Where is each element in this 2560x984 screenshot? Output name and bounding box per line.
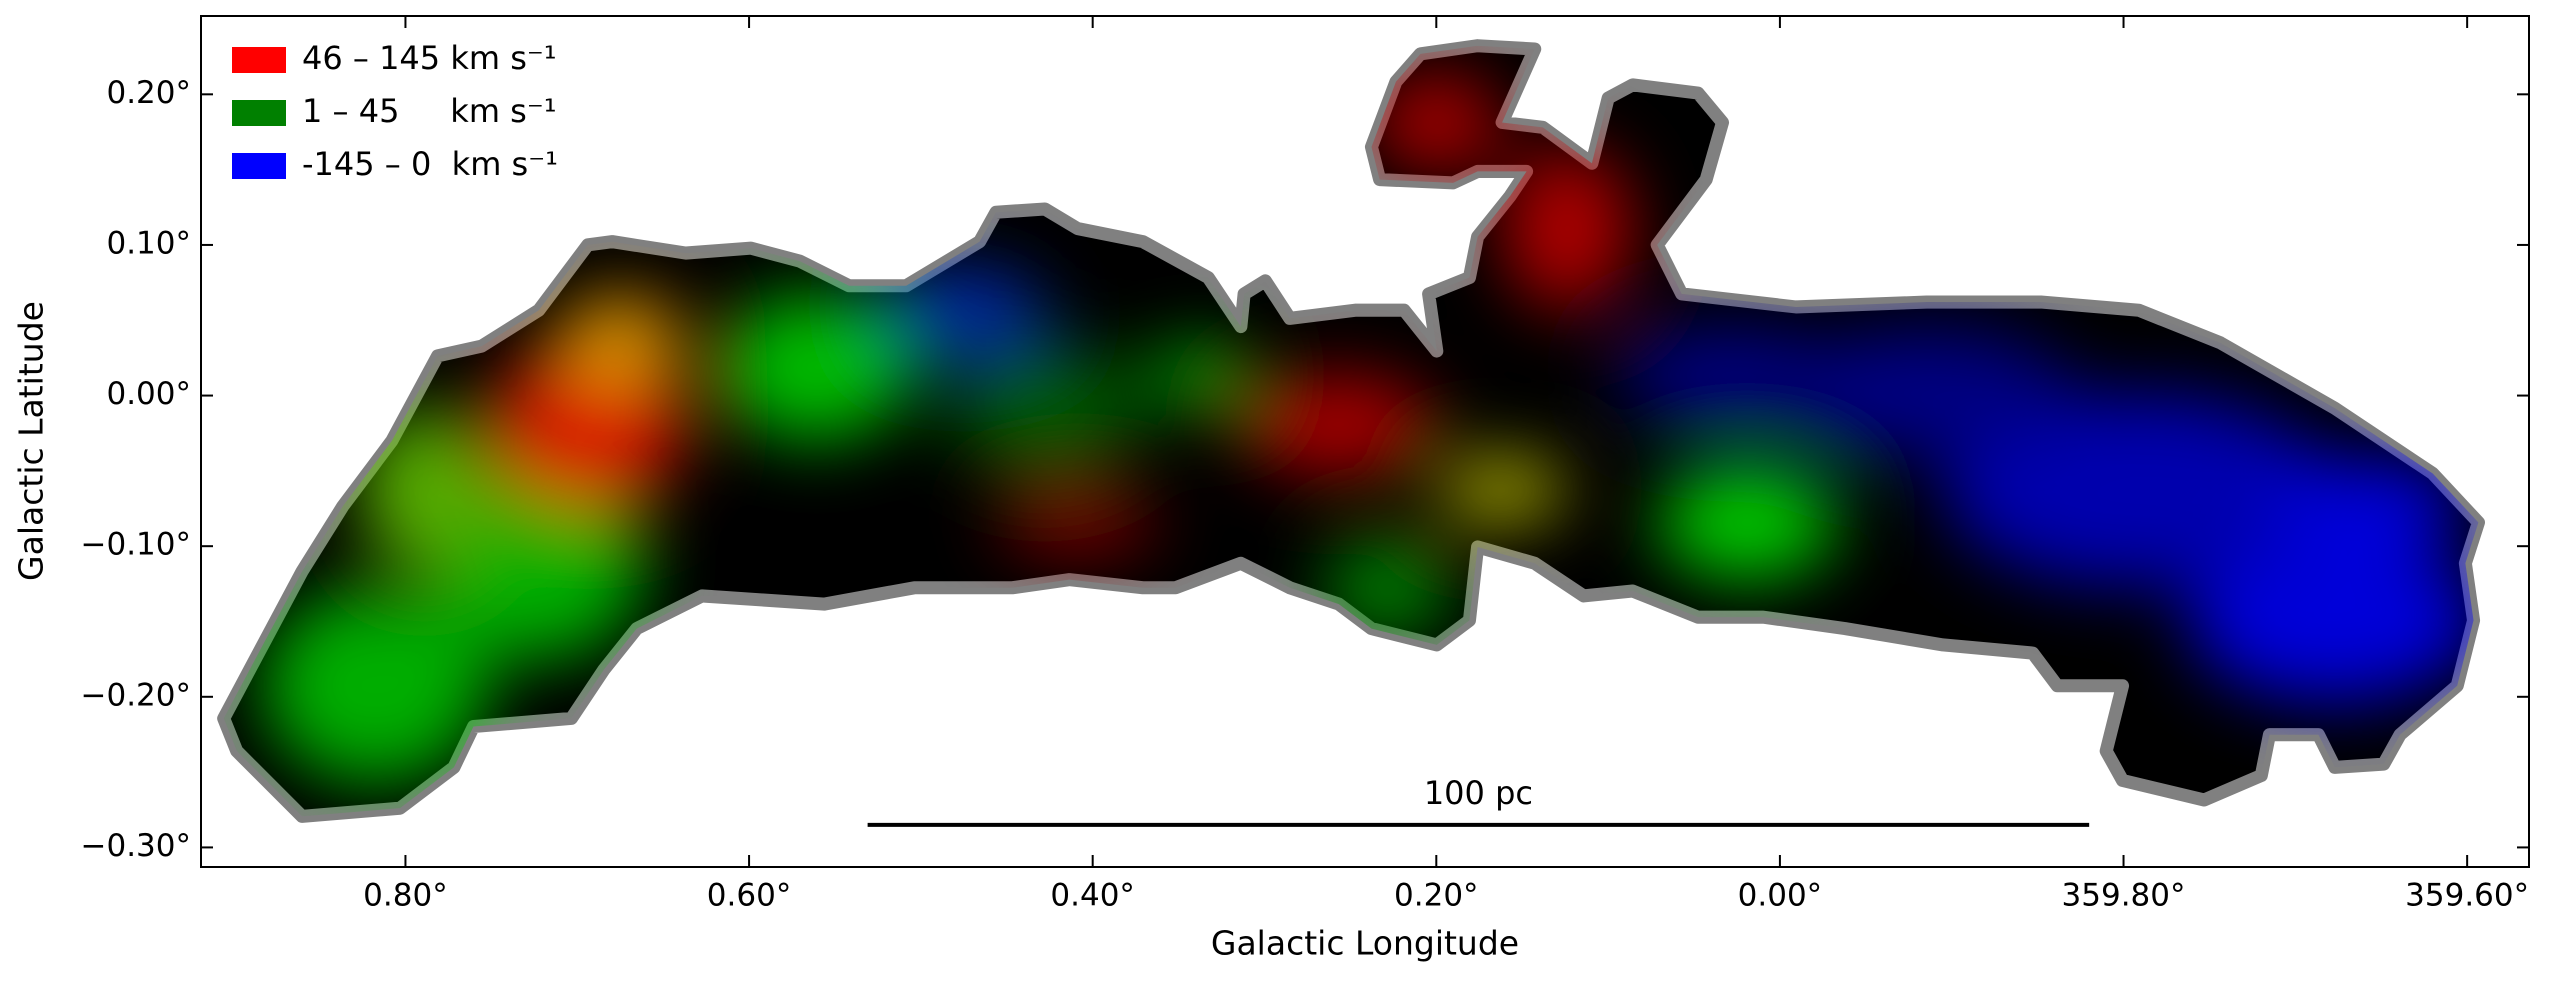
x-tick-label: 0.80° [363,878,448,914]
y-tick-label: −0.20° [81,677,192,713]
scale-bar-label: 100 pc [1424,774,1533,812]
legend-swatch [232,47,286,73]
legend-swatch [232,153,286,179]
x-tick-label: 0.20° [1394,878,1479,914]
legend-label: 46 – 145 km s⁻¹ [302,39,557,77]
x-axis-label: Galactic Longitude [1211,924,1519,963]
y-tick-label: 0.10° [106,225,191,261]
y-tick-label: 0.20° [106,75,191,111]
y-tick-label: −0.10° [81,527,192,563]
emission [261,73,2479,784]
y-axis-label: Galactic Latitude [12,301,51,581]
y-tick-label: 0.00° [106,376,191,412]
x-tick-label: 0.40° [1050,878,1135,914]
legend-swatch [232,100,286,126]
plot-frame [200,15,2530,868]
emission-map [217,39,2485,823]
x-tick-label: 359.80° [2062,878,2186,914]
legend-label: -145 – 0 km s⁻¹ [302,145,558,183]
legend-label: 1 – 45 km s⁻¹ [302,92,557,130]
x-tick-label: 359.60° [2405,878,2529,914]
x-tick-label: 0.00° [1738,878,1823,914]
x-tick-label: 0.60° [707,878,792,914]
y-tick-label: −0.30° [81,828,192,864]
